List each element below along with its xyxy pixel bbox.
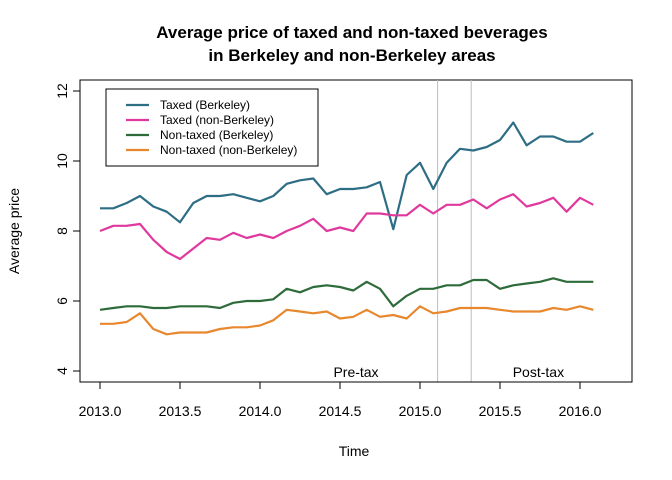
y-tick-label: 10 [54,153,70,169]
series-line-3 [100,305,594,336]
y-tick-label: 6 [54,297,70,305]
x-tick-label: 2015.0 [399,403,442,419]
legend-label: Non-taxed (non-Berkeley) [160,143,297,157]
series-line-0 [100,121,594,231]
x-tick-label: 2013.0 [79,403,122,419]
chart-title-line-2: in Berkeley and non-Berkeley areas [208,46,495,65]
annotations: Pre-tax Post-tax [333,364,564,380]
legend-box [105,88,319,167]
annotation-label: Post-tax [513,364,564,380]
series-line-1 [99,193,594,261]
y-axis-label: Average price [6,188,22,274]
y-tick-label: 4 [54,367,70,375]
x-axis: 2013.0 2013.5 2014.0 2014.5 2015.0 2015.5 2016… [79,381,602,419]
tax-period-lines [437,80,472,382]
x-tick-label: 2013.5 [159,403,202,419]
y-tick-label: 8 [54,227,70,235]
legend-label: Taxed (Berkeley) [160,98,250,112]
series-line-2 [99,277,594,311]
legend-label: Taxed (non-Berkeley) [160,113,274,127]
x-tick-label: 2016.0 [559,403,602,419]
annotation-label: Pre-tax [333,364,378,380]
y-axis: 4 6 8 10 12 [54,83,81,375]
x-axis-label: Time [339,443,370,459]
legend-label: Non-taxed (Berkeley) [160,128,273,142]
x-tick-label: 2014.5 [319,403,362,419]
x-tick-label: 2014.0 [239,403,282,419]
series-lines [99,121,594,336]
legend: Taxed (Berkeley)Taxed (non-Berkeley)Non-… [105,88,319,167]
y-tick-label: 12 [54,83,70,99]
x-tick-label: 2015.5 [479,403,522,419]
chart-title-line-1: Average price of taxed and non-taxed bev… [156,23,547,42]
